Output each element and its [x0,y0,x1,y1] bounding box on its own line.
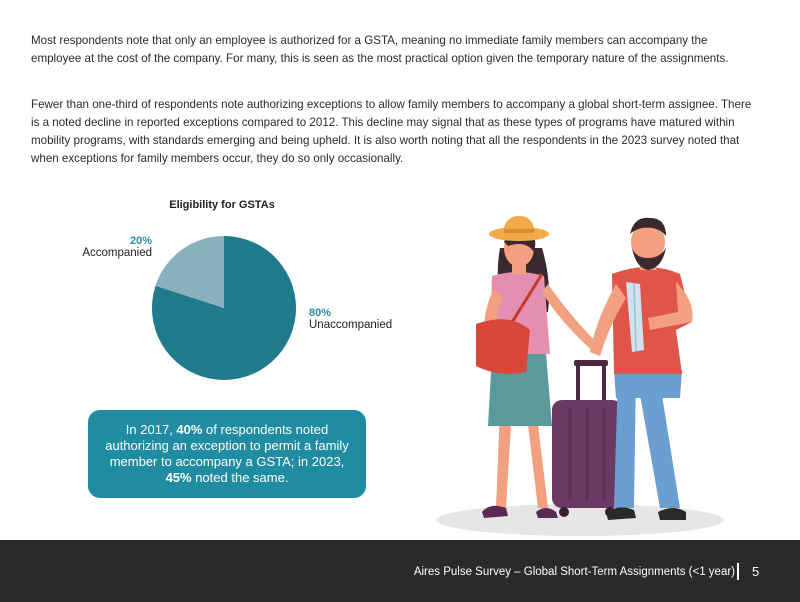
footer-separator [737,563,739,580]
body-paragraph-1: Most respondents note that only an emplo… [31,34,729,65]
eligibility-pie-chart [152,236,296,380]
callout-text-part1: In 2017, [125,422,177,437]
slice-name-unaccompanied: Unaccompanied [309,319,393,331]
callout-text-part2: of respondents noted authorizing an exce… [105,422,349,469]
travelling-couple-illustration [436,216,724,536]
pie-slice-accompanied [155,236,224,308]
slice-label-accompanied: 20% Accompanied [66,235,152,259]
body-paragraph-2: Fewer than one-third of respondents note… [31,98,752,165]
callout-stat-2023: 45% [165,470,192,485]
chart-title: Eligibility for GSTAs [169,199,275,211]
page-number: 5 [752,564,760,579]
callout-text-part3: noted the same. [191,470,289,485]
slice-label-unaccompanied: 80% Unaccompanied [309,307,392,331]
slice-name-accompanied: Accompanied [82,247,152,259]
slice-value-accompanied: 20% [129,235,152,247]
slice-value-unaccompanied: 80% [309,307,332,319]
page-footer: Aires Pulse Survey – Global Short-Term A… [0,540,800,602]
stat-callout-box: In 2017, 40% of respondents noted author… [88,410,366,498]
callout-stat-2017: 40% [176,422,203,437]
callout-text: In 2017, 40% of respondents noted author… [98,422,356,486]
footer-title: Aires Pulse Survey – Global Short-Term A… [413,566,735,578]
